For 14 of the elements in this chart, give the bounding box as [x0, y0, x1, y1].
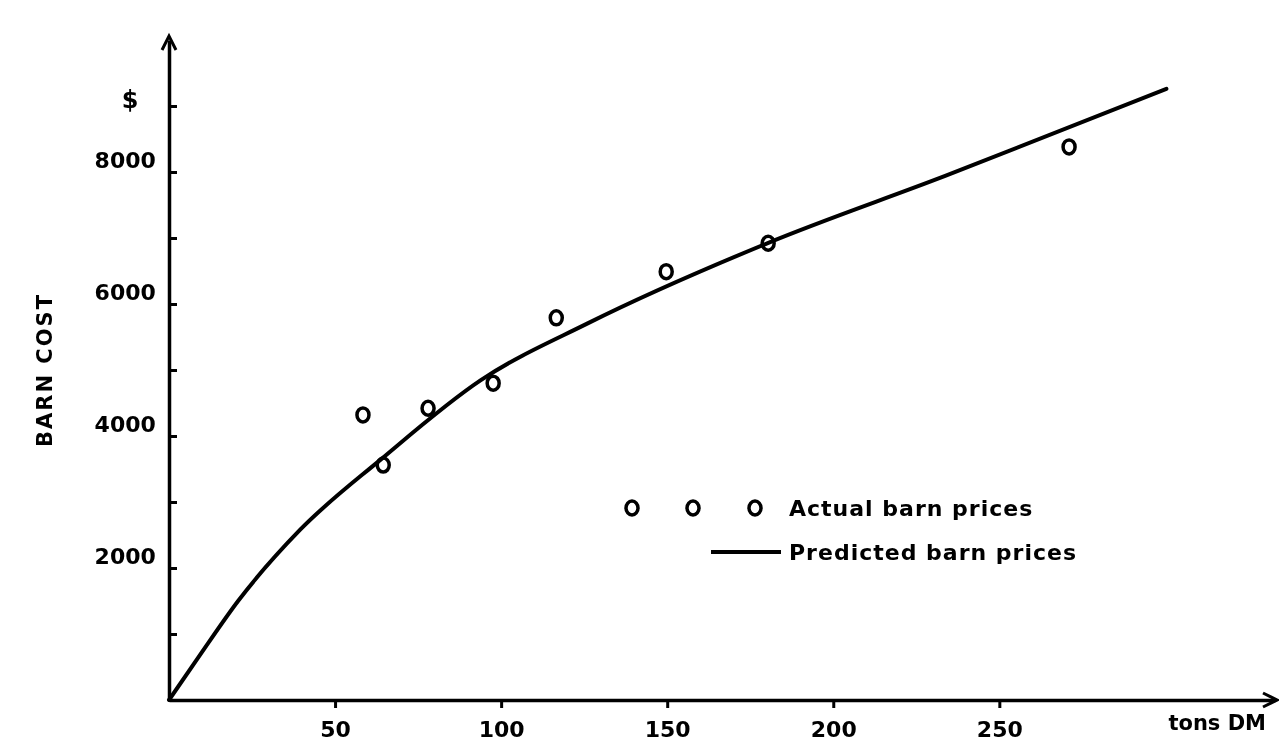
y-tick-label: 8000	[94, 148, 156, 174]
y-tick-label: 6000	[94, 280, 156, 306]
x-tick-label: 150	[644, 717, 691, 743]
legend-label: Predicted barn prices	[789, 540, 1078, 565]
x-tick-label: 100	[478, 717, 525, 743]
y-tick-label: 4000	[94, 412, 156, 438]
x-tick-label: 250	[976, 717, 1023, 743]
y-axis-title: BARN COST	[33, 292, 57, 448]
legend-label: Actual barn prices	[789, 496, 1034, 521]
text: $	[121, 86, 139, 114]
y-tick-label: 2000	[94, 544, 156, 570]
x-tick-label: 50	[320, 717, 351, 743]
x-axis-title: tons DM	[1168, 711, 1266, 735]
x-tick-label: 200	[810, 717, 857, 743]
